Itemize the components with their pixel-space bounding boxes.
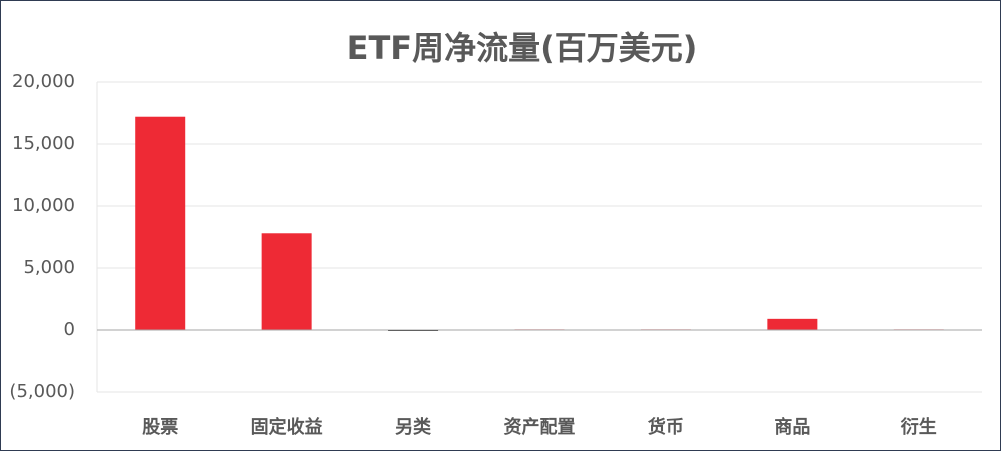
y-tick-label: 10,000 — [12, 195, 75, 216]
x-tick-label: 固定收益 — [251, 416, 323, 438]
chart-title: ETF周净流量(百万美元) — [347, 29, 698, 67]
y-tick-label: 5,000 — [23, 257, 75, 278]
y-tick-label: 20,000 — [12, 71, 75, 92]
y-tick-label: 0 — [64, 319, 75, 340]
x-tick-label: 货币 — [648, 416, 684, 438]
x-tick-label: 商品 — [774, 416, 810, 438]
x-tick-label: 衍生 — [901, 416, 937, 438]
y-tick-label: 15,000 — [12, 133, 75, 154]
bar — [767, 318, 818, 330]
bar — [135, 116, 186, 330]
bar — [261, 233, 312, 330]
y-tick-label: (5,000) — [9, 381, 75, 402]
x-tick-label: 资产配置 — [504, 416, 576, 438]
x-tick-label: 另类 — [395, 416, 432, 438]
x-tick-label: 股票 — [141, 417, 178, 438]
